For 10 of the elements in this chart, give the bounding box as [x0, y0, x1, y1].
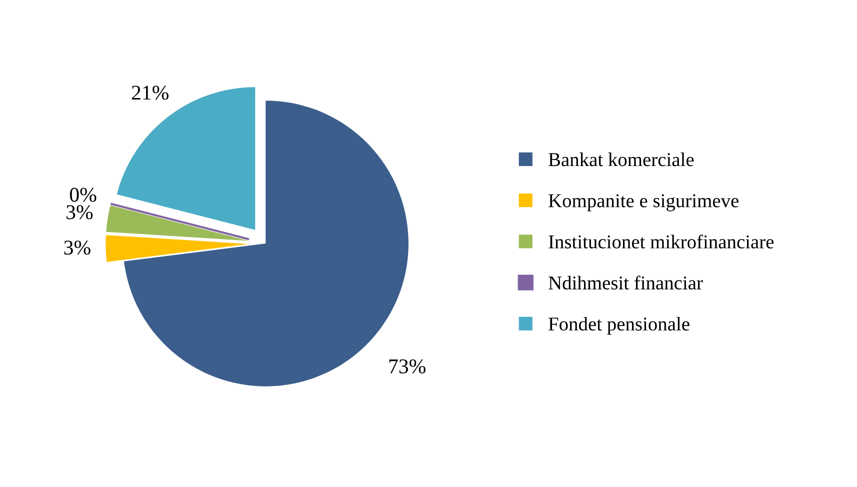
legend-label: Fondet pensionale: [548, 316, 690, 335]
legend-label: Kompanite e sigurimeve: [548, 194, 738, 212]
data-label: 21%: [132, 86, 168, 100]
data-label: 73%: [389, 359, 426, 374]
text: 0%: [70, 188, 96, 202]
legend-label: Ndihmesit financiar: [548, 276, 703, 290]
legend-label: Bankat komerciale: [548, 152, 694, 166]
data-label: 3%: [66, 205, 93, 220]
legend-label: Institucionet mikrofinanciare: [548, 234, 774, 248]
data-label: 3%: [64, 240, 90, 255]
